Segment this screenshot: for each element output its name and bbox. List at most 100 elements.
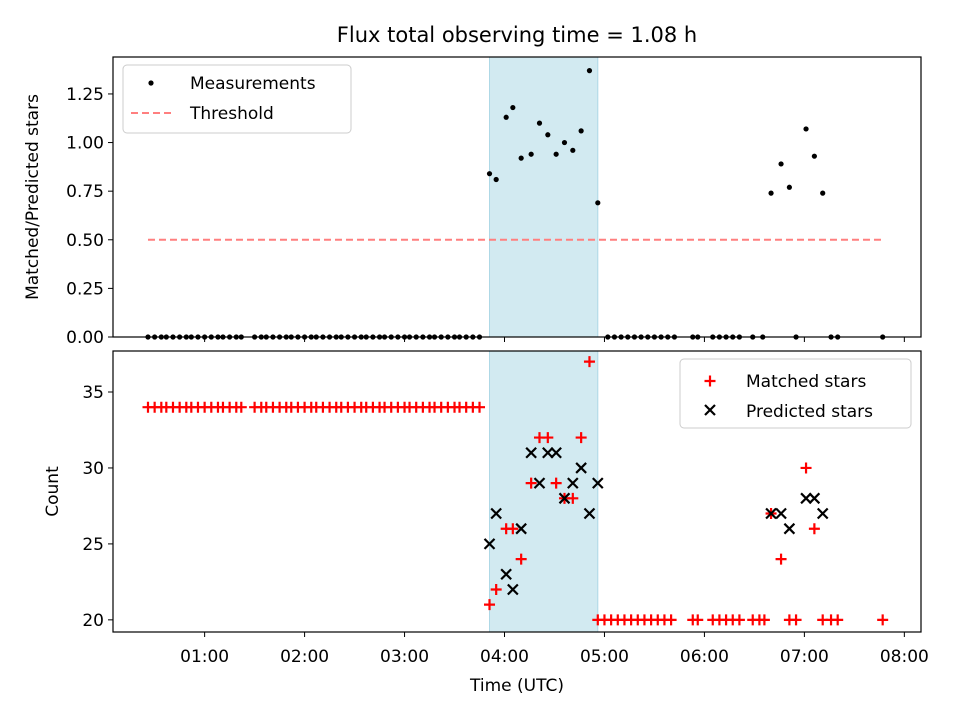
legend-matched-marker xyxy=(704,375,716,387)
y-tick-label: 0.25 xyxy=(66,279,104,299)
matched-star-point xyxy=(542,432,554,444)
legend-predicted-marker xyxy=(704,404,716,416)
x-tick-label: 03:00 xyxy=(380,647,429,667)
matched-star-point xyxy=(733,614,745,626)
x-tick-label: 05:00 xyxy=(580,647,629,667)
y-axis-label: Count xyxy=(43,466,63,517)
measurement-point xyxy=(545,132,551,138)
matched-star-point xyxy=(583,356,595,368)
y-tick-label: 25 xyxy=(82,535,104,555)
measurement-point xyxy=(803,126,809,132)
measurement-point xyxy=(595,200,601,206)
legend-box xyxy=(679,358,912,429)
axes-frame xyxy=(112,350,922,633)
measurement-point xyxy=(811,153,817,159)
measurement-point xyxy=(778,161,784,167)
matched-star-point xyxy=(790,614,802,626)
bottom-axes: 20 25 30 35 01:00 02:00 03:00 04:00 05:00 06:00 07… xyxy=(43,350,929,696)
y-tick-label: 20 xyxy=(82,611,104,631)
legend-label-threshold: Threshold xyxy=(189,104,274,124)
x-tick-label: 07:00 xyxy=(780,647,829,667)
predicted-star-point xyxy=(533,477,546,489)
predicted-star-point xyxy=(483,538,496,550)
measurement-point xyxy=(786,184,792,190)
measurement-point xyxy=(536,120,543,126)
measurement-point xyxy=(578,128,584,134)
predicted-star-point xyxy=(765,507,777,520)
y-tick-label: 35 xyxy=(82,383,104,403)
legend-label-matched: Matched stars xyxy=(746,372,866,392)
predicted-star-point xyxy=(592,477,604,489)
y-tick-label: 1.00 xyxy=(66,134,104,154)
matched-star-point xyxy=(567,492,579,504)
observing-window-span xyxy=(489,56,599,338)
matched-star-point xyxy=(877,614,889,626)
matched-star-point xyxy=(800,462,812,474)
predicted-star-point xyxy=(525,446,537,459)
matched-star-point xyxy=(665,614,677,626)
predicted-star-point xyxy=(575,462,587,474)
matched-star-point xyxy=(235,401,247,413)
matched-star-point xyxy=(550,477,562,489)
x-tick-label: 04:00 xyxy=(480,647,529,667)
matched-star-point xyxy=(507,523,519,535)
matched-star-point xyxy=(525,477,537,489)
matched-star-point xyxy=(775,553,787,565)
predicted-star-point xyxy=(583,507,596,520)
x-tick-label: 02:00 xyxy=(280,647,329,667)
predicted-star-point xyxy=(558,492,571,505)
y-tick-label: 30 xyxy=(82,459,104,479)
matched-star-point xyxy=(515,553,527,565)
matched-star-point xyxy=(808,523,820,535)
legend-label-predicted: Predicted stars xyxy=(746,402,873,422)
measurement-point xyxy=(586,68,593,74)
x-tick-label: 01:00 xyxy=(180,647,229,667)
x-tick-label: 08:00 xyxy=(880,647,929,667)
measurement-point xyxy=(561,139,568,146)
y-tick-label: 0.75 xyxy=(66,182,104,202)
chart-title: Flux total observing time = 1.08 h xyxy=(337,23,697,47)
predicted-star-point xyxy=(500,568,512,581)
measurement-point xyxy=(510,104,516,111)
predicted-star-point xyxy=(507,583,519,596)
axes-frame xyxy=(112,56,922,338)
predicted-star-point xyxy=(808,492,821,505)
measurement-point xyxy=(486,171,493,177)
matched-star-point xyxy=(484,599,496,611)
matched-star-point xyxy=(575,432,587,444)
measurement-point xyxy=(820,190,826,196)
x-tick-label: 06:00 xyxy=(680,647,729,667)
measurement-point xyxy=(528,151,534,157)
observing-window-span xyxy=(489,350,599,633)
measurement-point xyxy=(768,190,774,196)
measurement-point xyxy=(503,114,509,120)
predicted-star-point xyxy=(567,477,579,489)
x-axis-label: Time (UTC) xyxy=(469,676,564,696)
y-axis-label: Matched/Predicted stars xyxy=(23,94,43,300)
predicted-star-point xyxy=(515,522,527,535)
measurement-point xyxy=(570,147,576,153)
matched-star-point xyxy=(692,614,704,626)
legend-measurement-marker xyxy=(148,80,154,86)
predicted-star-point xyxy=(800,492,812,505)
predicted-star-point xyxy=(542,446,554,459)
predicted-star-point xyxy=(783,522,796,535)
matched-star-point xyxy=(832,614,844,626)
measurement-point xyxy=(553,151,559,157)
matched-star-point xyxy=(490,583,502,595)
predicted-star-point xyxy=(816,507,829,520)
predicted-star-point xyxy=(775,507,787,520)
y-tick-label: 1.25 xyxy=(66,85,104,105)
y-tick-label: 0.00 xyxy=(66,328,104,348)
legend-label-measurements: Measurements xyxy=(190,74,316,94)
top-axes: 0.00 0.25 0.50 0.75 1.00 1.25 Matched/Predicte… xyxy=(23,56,922,348)
matched-star-point xyxy=(758,614,770,626)
measurement-point xyxy=(493,176,499,183)
measurement-point xyxy=(518,155,524,161)
matched-star-point xyxy=(474,401,486,413)
legend-box xyxy=(122,64,352,134)
predicted-star-point xyxy=(490,507,502,520)
y-tick-label: 0.50 xyxy=(66,231,104,251)
predicted-star-point xyxy=(550,446,562,459)
